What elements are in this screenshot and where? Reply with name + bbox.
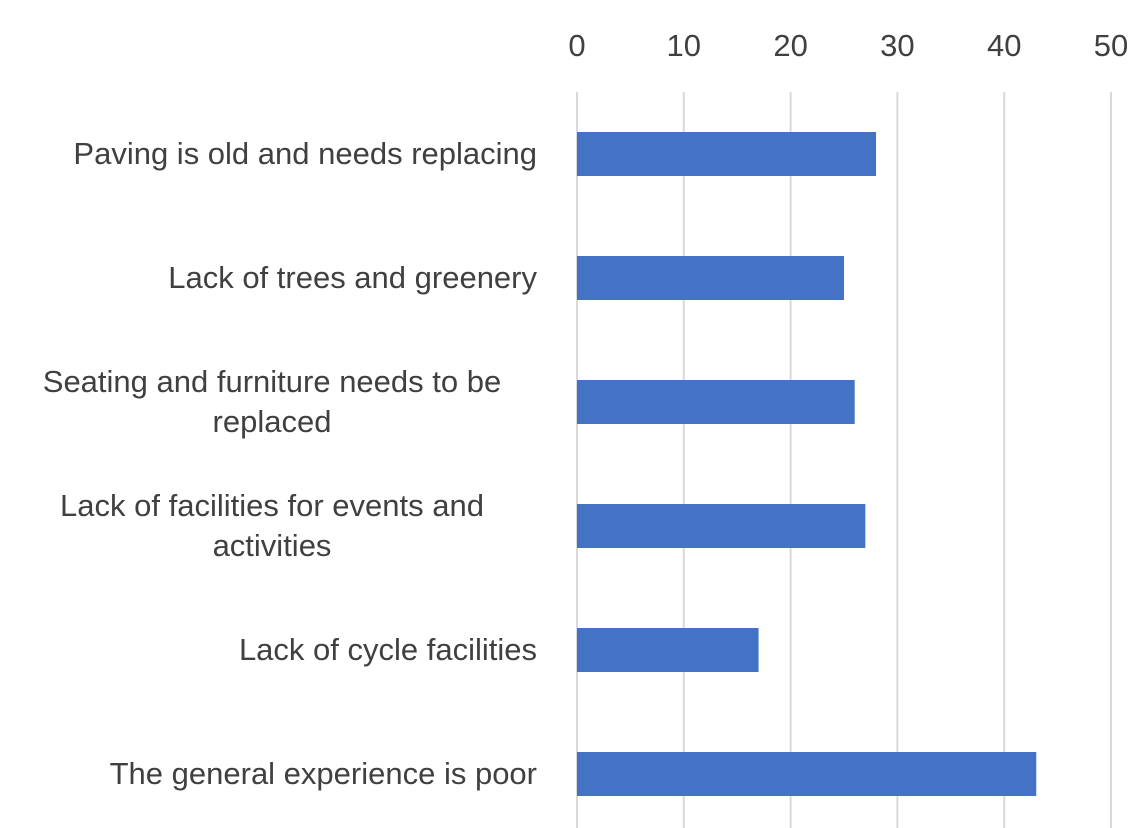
- y-tick-label-box: Lack of trees and greenery: [7, 216, 537, 340]
- bar: [577, 752, 1037, 796]
- y-tick-label-box: Paving is old and needs replacing: [7, 92, 537, 216]
- y-tick-label-box: Lack of facilities for events and activi…: [7, 464, 537, 588]
- y-tick-label: Lack of trees and greenery: [168, 260, 537, 295]
- x-tick-label: 10: [667, 28, 701, 63]
- y-tick-label-box: Seating and furniture needs to be replac…: [7, 340, 537, 464]
- y-tick-label: Paving is old and needs replacing: [73, 136, 537, 171]
- bar: [577, 132, 877, 176]
- bar: [577, 504, 866, 548]
- y-tick-label: Seating and furniture needs to be replac…: [42, 364, 502, 439]
- y-tick-label-box: The general experience is poor: [7, 712, 537, 828]
- x-tick-label: 50: [1094, 28, 1128, 63]
- x-tick-label: 20: [773, 28, 807, 63]
- y-tick-label: The general experience is poor: [109, 756, 537, 791]
- y-tick-label-box: Lack of cycle facilities: [7, 588, 537, 712]
- bar: [577, 628, 759, 672]
- y-tick-label: Lack of facilities for events and activi…: [60, 488, 484, 563]
- y-tick-label: Lack of cycle facilities: [238, 632, 537, 667]
- bar: [577, 256, 844, 300]
- x-tick-label: 40: [987, 28, 1021, 63]
- x-tick-label: 30: [880, 28, 914, 63]
- x-tick-label: 0: [568, 28, 585, 63]
- bar: [577, 380, 855, 424]
